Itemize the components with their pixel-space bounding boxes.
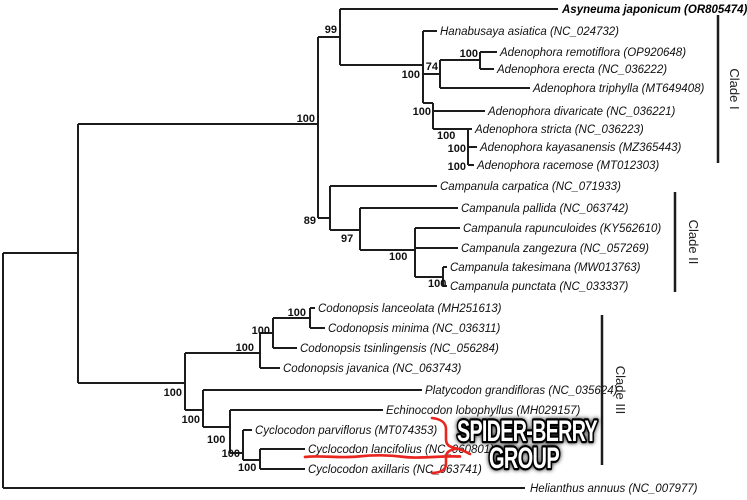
clade-iii-branches	[184, 307, 422, 470]
taxon-campanula-pallida: Campanula pallida (NC_063742)	[461, 203, 629, 215]
lancifolius-underline-annotation	[303, 453, 462, 459]
taxon-codonopsis-javanica: Codonopsis javanica (NC_063743)	[283, 363, 462, 375]
taxon-helianthus-annuus: Helianthus annuus (NC_007977)	[530, 483, 698, 495]
taxon-campanula-rapunculoides: Campanula rapunculoides (KY562610)	[463, 223, 661, 235]
bootstrap-value: 100	[460, 48, 478, 60]
spider-berry-group-label: SPIDER-BERRY GROUP	[455, 413, 601, 478]
bootstrap-value: 100	[389, 251, 407, 263]
bootstrap-value: 100	[402, 69, 420, 81]
bootstrap-value: 100	[448, 161, 466, 173]
bootstrap-value: 89	[304, 215, 316, 227]
taxon-adenophora-divaricate: Adenophora divaricate (NC_036221)	[487, 106, 675, 118]
clade-ii-branches	[318, 185, 460, 287]
taxon-campanula-zangezura: Campanula zangezura (NC_057269)	[461, 243, 649, 255]
bootstrap-value: 100	[164, 387, 182, 399]
bootstrap-value: 100	[448, 143, 466, 155]
taxon-platycodon-grandifloras: Platycodon grandifloras (NC_035624)	[425, 385, 618, 397]
taxon-asyneuma-japonicum: Asyneuma japonicum (OR805474)	[561, 4, 747, 16]
bootstrap-value: 100	[297, 113, 315, 125]
bootstrap-value: 100	[222, 448, 240, 460]
tree-branches	[2, 8, 558, 489]
backbone-branches	[2, 123, 525, 489]
bootstrap-value: 100	[182, 414, 200, 426]
taxon-codonopsis-tsinlingensis: Codonopsis tsinlingensis (NC_056284)	[300, 343, 499, 355]
bootstrap-value: 100	[207, 434, 225, 446]
clade-i-label: Clade I	[727, 68, 742, 109]
bootstrap-value: 100	[238, 462, 256, 474]
taxon-cyclocodon-parviflorus: Cyclocodon parviflorus (MT074353)	[255, 425, 437, 437]
taxon-cyclocodon-axillaris: Cyclocodon axillaris (NC_063741)	[308, 464, 482, 476]
spider-berry-group-label-line2: GROUP	[489, 442, 559, 475]
bootstrap-value: 74	[426, 61, 439, 73]
taxon-adenophora-racemose: Adenophora racemose (MT012303)	[476, 160, 659, 172]
spider-berry-brace-annotation	[430, 416, 472, 475]
bootstrap-value: 100	[428, 278, 446, 290]
bootstrap-value: 100	[252, 325, 270, 337]
taxon-adenophora-remotiflora: Adenophora remotiflora (OP920648)	[499, 47, 686, 59]
taxon-codonopsis-minima: Codonopsis minima (NC_036311)	[328, 323, 501, 335]
taxon-codonopsis-lanceolata: Codonopsis lanceolata (MH251613)	[318, 303, 502, 315]
spider-berry-group-label-line1: SPIDER-BERRY	[457, 415, 598, 448]
taxon-adenophora-stricta: Adenophora stricta (NC_036223)	[474, 124, 644, 136]
bootstrap-value: 100	[236, 342, 254, 354]
clade-i-branches	[317, 8, 558, 218]
taxon-echinocodon-lobophyllus: Echinocodon lobophyllus (MH029157)	[386, 405, 581, 417]
bootstrap-value: 100	[288, 307, 306, 319]
taxon-campanula-takesimana: Campanula takesimana (MW013763)	[450, 262, 641, 274]
taxon-adenophora-triphylla: Adenophora triphylla (MT649408)	[532, 83, 704, 95]
clade-ii-label: Clade II	[686, 220, 701, 265]
taxon-adenophora-erecta: Adenophora erecta (NC_036222)	[496, 64, 667, 76]
taxon-adenophora-kayasanensis: Adenophora kayasanensis (MZ365443)	[479, 142, 682, 154]
bootstrap-value: 99	[325, 24, 337, 36]
bootstrap-value: 97	[341, 233, 353, 245]
taxon-campanula-carpatica: Campanula carpatica (NC_071933)	[440, 181, 621, 193]
bootstrap-value: 100	[413, 106, 431, 118]
clade-iii-label: Clade III	[613, 366, 628, 414]
taxon-hanabusaya-asiatica: Hanabusaya asiatica (NC_024732)	[440, 26, 619, 38]
bootstrap-value: 100	[437, 130, 455, 142]
taxon-campanula-punctata: Campanula punctata (NC_033337)	[450, 281, 629, 293]
